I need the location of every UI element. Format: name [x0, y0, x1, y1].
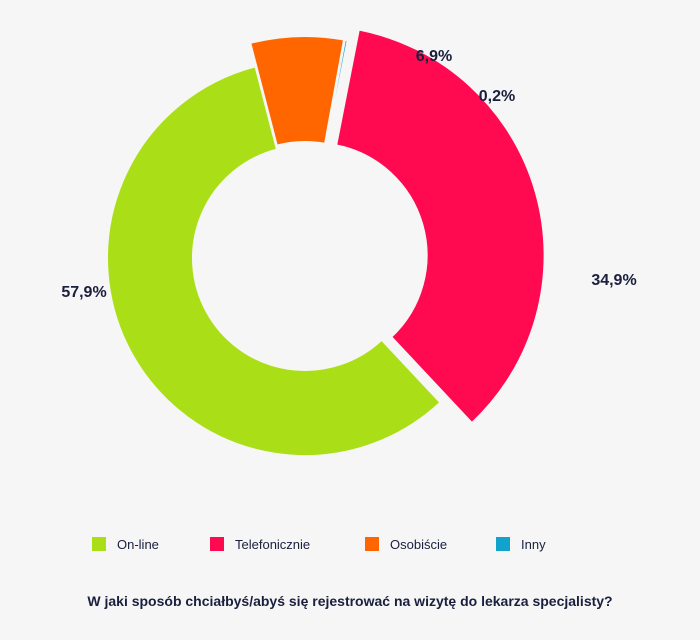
legend-swatch-osobiscie	[365, 537, 379, 551]
legend-label-inny: Inny	[521, 536, 546, 552]
legend-label-telefonicznie: Telefonicznie	[235, 536, 311, 552]
legend-label-osobiscie: Osobiście	[390, 536, 448, 552]
slice-on-line[interactable]	[106, 65, 442, 457]
slice-inny[interactable]	[324, 38, 349, 146]
legend-swatch-on-line	[92, 537, 106, 551]
legend-item-inny[interactable]: Inny	[496, 534, 546, 554]
data-label-osobiscie: 6,9%	[416, 48, 452, 65]
data-label-telefonicznie: 34,9%	[591, 272, 636, 289]
legend-item-telefonicznie[interactable]: Telefonicznie	[210, 534, 310, 554]
data-label-inny: 0,2%	[479, 88, 515, 105]
chart-title: W jaki sposób chciałbyś/abyś się rejestr…	[87, 593, 613, 609]
slice-telefonicznie[interactable]	[334, 28, 546, 425]
legend-swatch-inny	[496, 537, 510, 551]
legend-item-osobiscie[interactable]: Osobiście	[365, 534, 447, 554]
data-label-on-line: 57,9%	[61, 284, 106, 301]
legend-item-on-line[interactable]: On-line	[92, 534, 159, 554]
legend: On-line Telefonicznie Osobiście Inny	[0, 534, 700, 554]
legend-swatch-telefonicznie	[210, 537, 224, 551]
donut-plot: 57,9% 34,9% 6,9% 0,2%	[61, 28, 637, 457]
legend-label-on-line: On-line	[117, 536, 159, 552]
